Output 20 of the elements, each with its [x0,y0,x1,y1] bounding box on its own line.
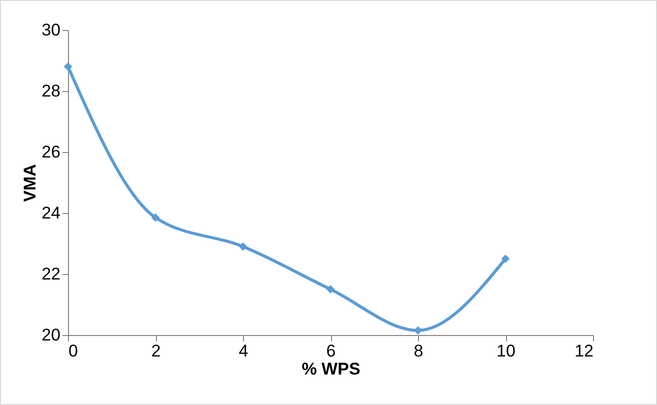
point [64,62,72,71]
y-tick-label: 28 [42,82,60,100]
x-axis-title: % WPS [302,360,360,378]
point [501,254,510,263]
x-tick-label: 4 [238,342,248,360]
x-tick-label: 2 [151,342,161,360]
x-tick-label: 8 [414,342,424,360]
y-tick-label: 24 [42,204,60,222]
y-tick-label: 22 [42,264,60,284]
point [151,213,160,222]
x-tick-label: 12 [574,342,594,360]
y-tick-label: 20 [42,326,60,344]
point [238,242,248,251]
x-tick-label: 0 [68,342,78,360]
y-tick-label: 26 [42,142,60,162]
point [326,285,335,294]
x-tick-label: 10 [496,342,516,360]
x-tick-label: 6 [326,342,336,360]
y-tick-label: 30 [42,20,60,40]
y-axis-title: VMA [20,164,40,202]
